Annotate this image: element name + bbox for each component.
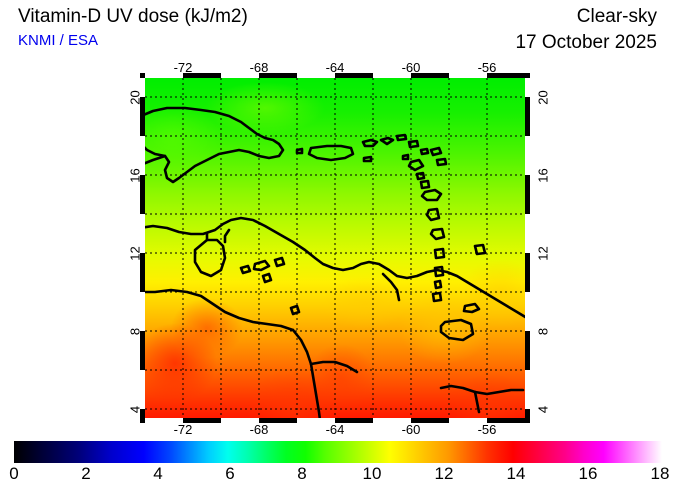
x-axis-tick-bottom: -64 xyxy=(325,422,345,437)
axis-notch-bottom xyxy=(373,418,411,423)
colorbar-tick: 16 xyxy=(578,464,598,483)
axis-notch-left xyxy=(140,292,145,331)
axis-notch-left xyxy=(140,214,145,253)
axis-notch-left xyxy=(140,136,145,175)
colorbar-tick: 2 xyxy=(81,464,91,483)
date-label: 17 October 2025 xyxy=(515,32,657,53)
y-axis-tick-left: 20 xyxy=(127,90,143,105)
axis-notch-right xyxy=(525,292,530,331)
y-axis-tick-right: 20 xyxy=(535,90,551,105)
y-axis-tick-left: 8 xyxy=(127,327,143,336)
x-axis-tick-top: -56 xyxy=(477,60,497,75)
colorbar-gradient xyxy=(14,441,662,463)
y-axis-tick-right: 4 xyxy=(535,405,551,414)
axis-notch-right xyxy=(525,214,530,253)
sky-condition-label: Clear-sky xyxy=(576,6,657,27)
axis-notch-right xyxy=(525,136,530,175)
colorbar-tick: 18 xyxy=(650,464,670,483)
x-axis-tick-bottom: -68 xyxy=(249,422,269,437)
colorbar xyxy=(14,441,662,463)
credit-label: KNMI / ESA xyxy=(18,32,99,49)
x-axis-tick-top: -72 xyxy=(173,60,193,75)
axis-notch-bottom xyxy=(449,418,487,423)
axis-notch-bottom xyxy=(297,418,335,423)
chart-header: Vitamin-D UV dose (kJ/m2) KNMI / ESA Cle… xyxy=(0,0,675,58)
x-axis-tick-bottom: -56 xyxy=(477,422,497,437)
y-axis-tick-left: 4 xyxy=(127,405,143,414)
axis-notch-top xyxy=(373,73,411,78)
axis-notch-left xyxy=(140,370,145,409)
colorbar-tick: 6 xyxy=(225,464,235,483)
y-axis-tick-right: 8 xyxy=(535,327,551,336)
x-axis-tick-top: -64 xyxy=(325,60,345,75)
axis-notch-bottom xyxy=(221,418,259,423)
y-axis-tick-right: 16 xyxy=(535,168,551,183)
map-frame xyxy=(140,73,530,423)
axis-notch-top xyxy=(297,73,335,78)
y-axis-tick-right: 12 xyxy=(535,246,551,261)
axis-notch-top xyxy=(449,73,487,78)
page-title: Vitamin-D UV dose (kJ/m2) xyxy=(18,6,248,27)
axis-notch-right xyxy=(525,370,530,409)
axis-notch-top xyxy=(221,73,259,78)
axis-notch-left xyxy=(140,78,145,97)
colorbar-tick: 12 xyxy=(434,464,454,483)
axis-notch-right xyxy=(525,78,530,97)
colorbar-tick: 10 xyxy=(362,464,382,483)
colorbar-tick: 14 xyxy=(506,464,526,483)
y-axis-tick-left: 12 xyxy=(127,246,143,261)
x-axis-tick-bottom: -60 xyxy=(401,422,421,437)
x-axis-tick-bottom: -72 xyxy=(173,422,193,437)
x-axis-tick-top: -60 xyxy=(401,60,421,75)
axis-notch-top xyxy=(145,73,183,78)
axis-notch-bottom xyxy=(145,418,183,423)
uv-dose-map xyxy=(140,73,530,423)
y-axis-tick-left: 16 xyxy=(127,168,143,183)
uv-dose-field xyxy=(145,78,525,418)
x-axis-tick-top: -68 xyxy=(249,60,269,75)
colorbar-tick: 4 xyxy=(153,464,163,483)
colorbar-tick: 8 xyxy=(297,464,307,483)
colorbar-tick: 0 xyxy=(9,464,19,483)
